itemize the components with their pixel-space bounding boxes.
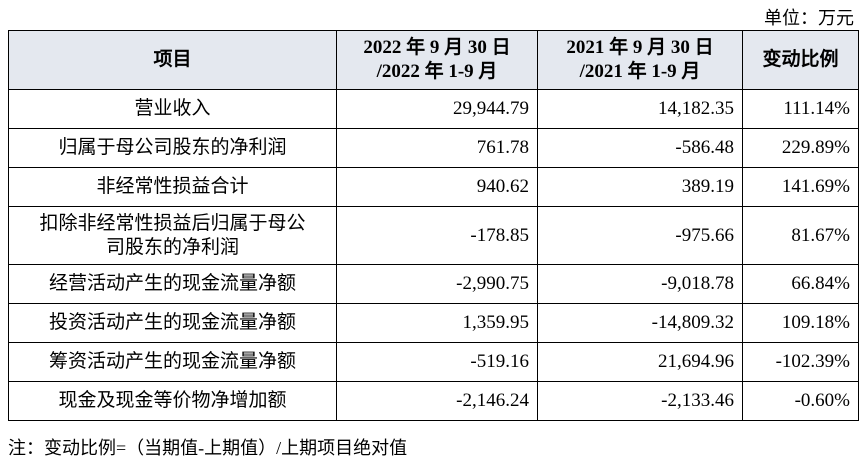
cell-line: 2022 年 9 月 30 日 [363, 37, 511, 58]
value-cell: 66.84% [742, 264, 859, 304]
value-cell: -14,809.32 [537, 303, 743, 343]
value-cell: 141.69% [742, 167, 859, 207]
value-cell: 761.78 [336, 128, 538, 168]
row-label: 非经常性损益合计 [8, 167, 337, 207]
header-cell: 2022 年 9 月 30 日/2022 年 1-9 月 [336, 30, 538, 90]
data-table: 项目 2022 年 9 月 30 日/2022 年 1-9 月 2021 年 9 月… [8, 30, 859, 421]
header-cell: 项目 [8, 30, 337, 90]
cell-line: 投资活动产生的现金流量净额 [48, 312, 296, 333]
cell-line: 扣除非经常性损益后归属于母公 [39, 212, 306, 234]
cell-line: 营业收入 [134, 98, 211, 119]
value-cell: 14,182.35 [537, 89, 743, 129]
table-body: 营业收入 29,944.79 14,182.35 111.14% 归属于母公司股东的净利… [8, 89, 859, 421]
table-row: 营业收入 29,944.79 14,182.35 111.14% [8, 89, 859, 129]
value-cell: 109.18% [742, 303, 859, 343]
cell-line: 变动比例 [762, 49, 839, 70]
table-row: 非经常性损益合计 940.62 389.19 141.69% [8, 167, 859, 207]
value-cell: -2,146.24 [336, 381, 538, 421]
value-cell: 229.89% [742, 128, 859, 168]
row-label: 扣除非经常性损益后归属于母公 司股东的净利润 [8, 206, 337, 265]
value-cell: 29,944.79 [336, 89, 538, 129]
value-cell: -586.48 [537, 128, 743, 168]
value-cell: 21,694.96 [537, 342, 743, 382]
value-cell: 940.62 [336, 167, 538, 207]
footnote: 注：变动比例=（当期值-上期值）/上期项目绝对值 [8, 438, 408, 458]
value-cell: -0.60% [742, 381, 859, 421]
value-cell: 389.19 [537, 167, 743, 207]
value-cell: -519.16 [336, 342, 538, 382]
header-cell: 2021 年 9 月 30 日/2021 年 1-9 月 [537, 30, 743, 90]
value-cell: -9,018.78 [537, 264, 743, 304]
cell-line: 司股东的净利润 [105, 236, 239, 258]
value-cell: 1,359.95 [336, 303, 538, 343]
value-cell: -2,133.46 [537, 381, 743, 421]
cell-line: 2021 年 9 月 30 日 [566, 37, 714, 58]
table-row: 归属于母公司股东的净利润 761.78 -586.48 229.89% [8, 128, 859, 168]
row-label: 经营活动产生的现金流量净额 [8, 264, 337, 304]
row-label: 归属于母公司股东的净利润 [8, 128, 337, 168]
row-label: 营业收入 [8, 89, 337, 129]
header-cell: 变动比例 [742, 30, 859, 90]
value-cell: -975.66 [537, 206, 743, 265]
value-cell: -102.39% [742, 342, 859, 382]
table-row: 筹资活动产生的现金流量净额 -519.16 21,694.96 -102.39% [8, 342, 859, 382]
row-label: 现金及现金等价物净增加额 [8, 381, 337, 421]
row-label: 投资活动产生的现金流量净额 [8, 303, 337, 343]
cell-line: 经营活动产生的现金流量净额 [48, 273, 296, 294]
cell-line: 现金及现金等价物净增加额 [58, 390, 287, 411]
table-row: 扣除非经常性损益后归属于母公 司股东的净利润 -178.85 -975.66 81.67… [8, 206, 859, 265]
cell-line: /2021 年 1-9 月 [579, 61, 701, 82]
cell-line: /2022 年 1-9 月 [376, 61, 498, 82]
header-row: 项目 2022 年 9 月 30 日/2022 年 1-9 月 2021 年 9 月… [8, 30, 859, 90]
table-row: 经营活动产生的现金流量净额 -2,990.75 -9,018.78 66.84% [8, 264, 859, 304]
cell-line: 归属于母公司股东的净利润 [58, 137, 287, 158]
value-cell: 81.67% [742, 206, 859, 265]
row-label: 筹资活动产生的现金流量净额 [8, 342, 337, 382]
unit-label: 单位：万元 [764, 8, 854, 28]
value-cell: 111.14% [742, 89, 859, 129]
table-row: 现金及现金等价物净增加额 -2,146.24 -2,133.46 -0.60% [8, 381, 859, 421]
cell-line: 筹资活动产生的现金流量净额 [48, 351, 296, 372]
value-cell: -2,990.75 [336, 264, 538, 304]
cell-line: 非经常性损益合计 [96, 176, 249, 197]
table-row: 投资活动产生的现金流量净额 1,359.95 -14,809.32 109.18% [8, 303, 859, 343]
value-cell: -178.85 [336, 206, 538, 265]
cell-line: 项目 [153, 49, 192, 70]
